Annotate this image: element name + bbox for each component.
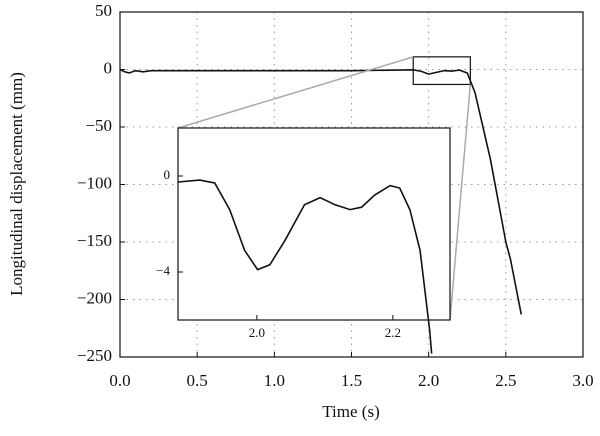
x-tick-label: 1.5 — [341, 371, 362, 390]
y-tick-label: 50 — [95, 1, 112, 20]
data-line — [119, 68, 523, 315]
connector — [449, 84, 472, 321]
x-tick-label: 0.0 — [109, 371, 130, 390]
y-tick-label: 0 — [104, 58, 113, 77]
y-tick-label: −200 — [77, 288, 112, 307]
x-tick-label: 2.0 — [418, 371, 439, 390]
y-tick-label: −100 — [77, 173, 112, 192]
plot-frame — [177, 127, 451, 321]
plot-area — [178, 128, 450, 320]
x-tick-label: 0.5 — [187, 371, 208, 390]
x-tick-label: 3.0 — [572, 371, 593, 390]
plot-frame — [119, 11, 584, 358]
y-tick-label: 0 — [164, 167, 171, 182]
y-tick-label: −50 — [85, 116, 112, 135]
x-tick-label: 1.0 — [264, 371, 285, 390]
x-axis-label: Time (s) — [322, 402, 379, 421]
y-tick-label: −150 — [77, 231, 112, 250]
y-axis-label: Longitudinal displacement (mm) — [7, 72, 26, 296]
x-tick-label: 2.2 — [385, 325, 401, 340]
connector — [177, 56, 414, 129]
x-tick-label: 2.5 — [495, 371, 516, 390]
data-line — [177, 179, 433, 354]
zoom-box — [412, 56, 471, 86]
x-tick-label: 2.0 — [249, 325, 265, 340]
y-tick-label: −250 — [77, 346, 112, 365]
y-tick-label: −4 — [156, 263, 170, 278]
